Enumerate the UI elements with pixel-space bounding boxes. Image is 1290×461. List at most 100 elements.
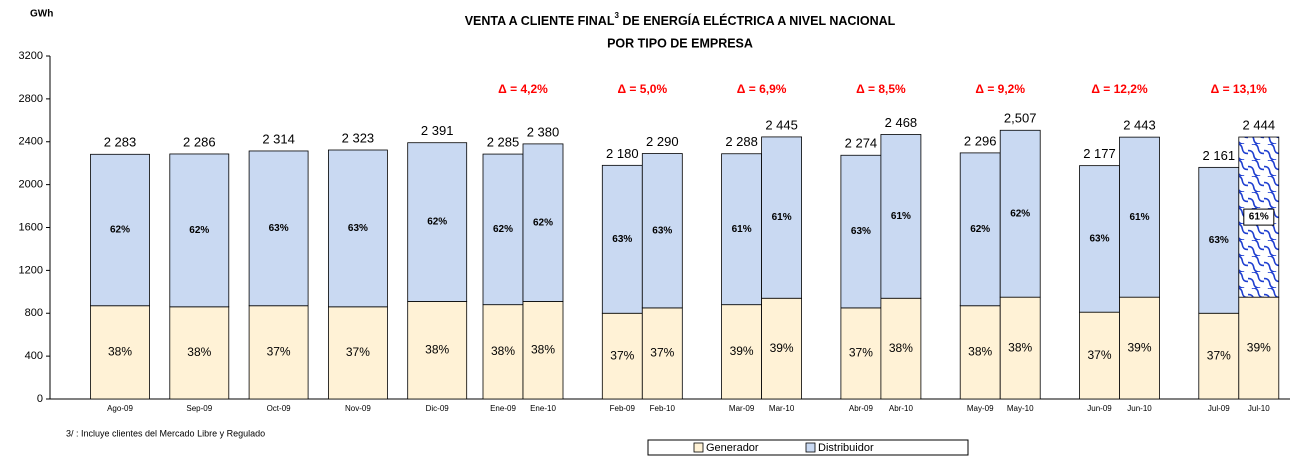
bar-segment (761, 136, 802, 299)
share-label: 37% (650, 346, 674, 360)
share-label: 63% (851, 226, 871, 237)
total-label: 2 286 (183, 134, 216, 149)
x-tick-label: Abr-09 (849, 404, 874, 413)
annotation: Δ = 4,2% (498, 82, 548, 96)
share-label: 63% (269, 223, 289, 234)
share-label: 37% (267, 345, 291, 359)
annotation: Δ = 9,2% (975, 82, 1025, 96)
chart-subtitle: POR TIPO DE EMPRESA (607, 36, 753, 50)
share-label: 62% (970, 224, 990, 235)
y-tick-label: 2400 (19, 136, 43, 148)
bar-segment (90, 305, 150, 400)
share-label: 62% (189, 225, 209, 236)
share-label: 38% (889, 341, 913, 355)
x-tick-label: Jul-10 (1248, 404, 1270, 413)
annotation: Δ = 12,2% (1091, 82, 1148, 96)
bar-segment (169, 306, 230, 400)
x-tick-label: Feb-09 (610, 404, 636, 413)
x-tick-label: Ago-09 (107, 404, 133, 413)
bar-segment (407, 142, 468, 302)
share-label: 38% (531, 342, 555, 356)
bar-segment (327, 306, 388, 400)
bar-segment (840, 154, 882, 309)
total-label: 2 443 (1123, 118, 1156, 133)
bar-segment (959, 152, 1001, 307)
share-label: 38% (425, 342, 449, 356)
legend-label: Generador (706, 442, 759, 454)
total-label: 2 177 (1083, 146, 1116, 161)
total-label: 2 288 (725, 134, 758, 149)
y-tick-label: 0 (37, 393, 43, 405)
x-tick-label: Abr-10 (889, 404, 914, 413)
y-tick-label: 400 (25, 350, 43, 362)
share-label: 63% (1089, 234, 1109, 245)
share-label: 63% (612, 234, 632, 245)
chart-title: VENTA A CLIENTE FINAL3 DE ENERGÍA ELÉCTR… (465, 11, 896, 28)
share-label: 39% (730, 344, 754, 358)
share-label: 62% (1010, 208, 1030, 219)
bar-segment (482, 304, 524, 400)
x-tick-label: Mar-10 (769, 404, 795, 413)
bar-segment (1119, 296, 1160, 400)
bar-segment (1079, 165, 1120, 313)
share-label: 39% (770, 341, 794, 355)
total-label: 2 285 (487, 135, 520, 150)
bar-segment (248, 150, 309, 307)
footnote: 3/ : Incluye clientes del Mercado Libre … (66, 428, 265, 438)
bar-segment (601, 312, 643, 400)
annotation: Δ = 6,9% (737, 82, 787, 96)
legend-swatch (693, 442, 704, 453)
bar-segment (999, 129, 1041, 298)
share-label: 39% (1247, 340, 1271, 354)
share-label: 37% (849, 346, 873, 360)
bar-segment (407, 301, 468, 400)
bar-segment (327, 149, 388, 308)
total-label: 2 283 (104, 135, 137, 150)
bar-segment (248, 305, 309, 400)
share-label: 63% (652, 225, 672, 236)
x-tick-label: Sep-09 (186, 404, 212, 413)
share-label: 63% (348, 223, 368, 234)
total-label: 2 180 (606, 146, 639, 161)
x-tick-label: Dic-09 (426, 404, 450, 413)
y-tick-label: 800 (25, 307, 43, 319)
x-tick-label: Jun-09 (1087, 404, 1112, 413)
total-label: 2 290 (646, 134, 679, 149)
total-label: 2 161 (1203, 148, 1236, 163)
title-rest: DE ENERGÍA ELÉCTRICA A NIVEL NACIONAL (619, 13, 896, 28)
y-tick-label: 2800 (19, 93, 43, 105)
annotation: Δ = 8,5% (856, 82, 906, 96)
total-label: 2 380 (527, 124, 560, 139)
legend-swatch (805, 442, 816, 453)
bar-segment (761, 297, 802, 400)
bar-segment (959, 305, 1001, 400)
total-label: 2 274 (845, 136, 878, 151)
bar-segment (641, 153, 683, 309)
share-label: 37% (610, 348, 634, 362)
share-label: 38% (491, 344, 515, 358)
x-tick-label: Ene-10 (530, 404, 556, 413)
share-label: 37% (346, 345, 370, 359)
x-tick-label: Oct-09 (267, 404, 292, 413)
total-label: 2 445 (765, 117, 798, 132)
label-box (1243, 208, 1275, 226)
share-label: 37% (1087, 348, 1111, 362)
bar-segment (522, 143, 564, 302)
share-label: 37% (1207, 348, 1231, 362)
x-tick-label: May-10 (1007, 404, 1034, 413)
total-label: 2 391 (421, 123, 454, 138)
x-tick-label: Jul-09 (1208, 404, 1230, 413)
bar-segment (1119, 136, 1160, 298)
annotation: Δ = 13,1% (1211, 82, 1268, 96)
bar-segment (482, 153, 524, 306)
total-label: 2 314 (262, 131, 295, 146)
bar-segment (169, 153, 230, 308)
x-tick-label: Jun-10 (1127, 404, 1152, 413)
legend-label: Distribuidor (818, 442, 874, 454)
total-label: 2 296 (964, 133, 997, 148)
x-tick-label: Nov-09 (345, 404, 371, 413)
bar-segment (601, 164, 643, 314)
title-superscript: 3 (614, 11, 619, 20)
share-label: 62% (533, 217, 553, 228)
total-label: 2 468 (885, 115, 918, 130)
